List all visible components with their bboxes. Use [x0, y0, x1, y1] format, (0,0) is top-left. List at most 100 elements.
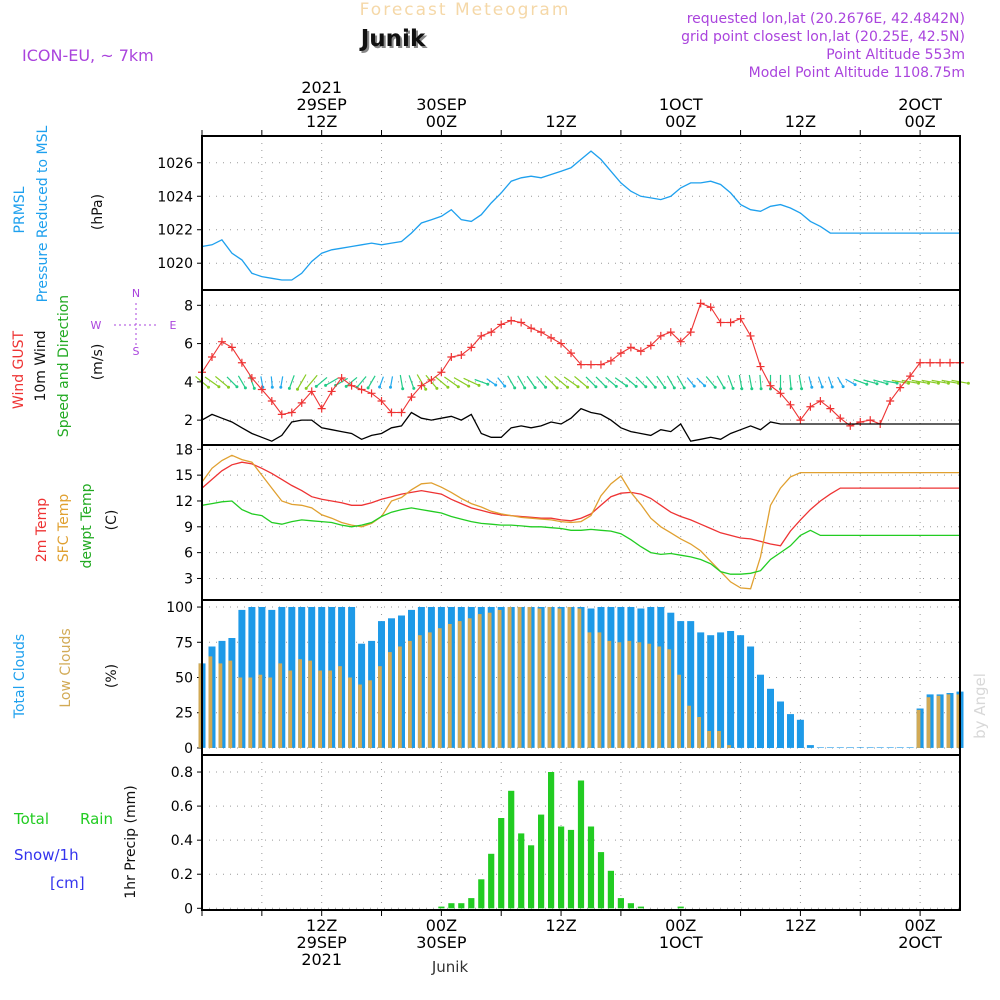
- gust-marker: [447, 352, 456, 361]
- wind-arrow: [453, 377, 470, 387]
- wind-arrow-head: [314, 384, 318, 388]
- wind-arrow-head: [820, 385, 824, 389]
- gust-marker: [457, 351, 466, 360]
- wind-arrow: [486, 378, 497, 386]
- wind-10m-line: [201, 407, 960, 442]
- wind-arrow: [563, 376, 579, 388]
- wind-arrow-head: [779, 387, 782, 391]
- gust-marker: [247, 374, 256, 383]
- wind-arrow: [738, 374, 743, 389]
- wind-arrow-head: [503, 384, 507, 388]
- low-clouds-bar: [657, 646, 662, 748]
- wind-arrow-head: [917, 381, 920, 385]
- low-clouds-bar: [916, 709, 921, 748]
- gust-marker: [557, 339, 566, 348]
- y-tick-label: 50: [175, 671, 193, 687]
- wind-arrow-head: [378, 385, 382, 389]
- wind-arrow-head: [287, 386, 291, 390]
- wind-arrow-head: [424, 387, 428, 391]
- y-tick-label: 75: [175, 635, 193, 651]
- bottom-time-label: 2021: [301, 950, 342, 969]
- total-clouds-bar: [687, 621, 695, 748]
- top-time-label: 00Z: [904, 112, 935, 131]
- low-clouds-bar: [956, 694, 961, 748]
- gust-marker: [307, 387, 316, 396]
- precip-legend-snow: Snow/1h: [14, 846, 79, 864]
- gust-marker: [676, 337, 685, 346]
- gust-marker: [547, 333, 556, 342]
- total-clouds-bar: [826, 747, 834, 748]
- y-tick-label: 9: [184, 520, 193, 536]
- total-clouds-bar: [846, 747, 854, 748]
- y-tick-label: 1020: [157, 256, 193, 272]
- total-clouds-bar: [856, 747, 864, 748]
- total-clouds-bar: [866, 747, 874, 748]
- low-clouds-bar: [258, 674, 263, 748]
- gust-marker: [417, 381, 426, 390]
- gust-marker: [596, 360, 605, 369]
- low-clouds-bar: [268, 677, 273, 748]
- gust-marker: [766, 381, 775, 390]
- wind-arrow-head: [217, 385, 221, 389]
- low-clouds-bar: [328, 670, 332, 748]
- gust-marker: [866, 416, 875, 425]
- wind-arrow-head: [477, 383, 481, 387]
- wind-arrow-head: [740, 387, 744, 391]
- wind-arrow: [635, 376, 647, 388]
- low-clouds-bar: [517, 607, 522, 748]
- prmsl-label: PRMSL: [12, 186, 28, 233]
- pressure-panel: 1020 1022 1024 1026: [157, 135, 961, 291]
- rain-bar: [627, 903, 634, 909]
- wind-arrow-head: [555, 386, 559, 390]
- wind-arrow-head: [604, 385, 608, 389]
- wind-arrow-head: [810, 385, 814, 389]
- low-clouds-bar: [218, 663, 223, 748]
- precip-legend-total: Total: [13, 810, 49, 828]
- wind-arrow-head: [789, 387, 793, 391]
- gust-marker: [606, 356, 615, 365]
- top-time-label: 00Z: [665, 112, 696, 131]
- wind-arrow-head: [296, 387, 299, 391]
- wind-arrow-head: [243, 386, 247, 390]
- rain-bar: [508, 790, 515, 909]
- gust-marker: [487, 328, 496, 337]
- location-title-shadow: Junik: [361, 28, 428, 54]
- gust-marker: [337, 374, 346, 383]
- low-clouds-bar: [717, 731, 721, 748]
- wind-arrow-head: [927, 381, 930, 385]
- low-clouds-bar: [318, 670, 322, 748]
- wind-arrow: [625, 376, 637, 387]
- wind-arrow: [379, 376, 384, 388]
- low-clouds-label: Low Clouds: [58, 628, 74, 707]
- total-clouds-bar: [896, 747, 904, 748]
- gust-marker: [277, 410, 286, 419]
- wind-arrow-head: [841, 385, 845, 389]
- low-clouds-bar: [248, 677, 253, 748]
- low-clouds-bar: [667, 649, 672, 748]
- gust-marker: [696, 299, 705, 308]
- low-clouds-bar: [687, 705, 691, 748]
- bottom-time-label: 30SEP: [416, 933, 467, 952]
- wind-arrow: [554, 375, 568, 388]
- gust-marker: [916, 358, 925, 367]
- rain-bar: [448, 903, 455, 909]
- rain-bar: [607, 870, 614, 909]
- rain-bar: [617, 898, 624, 909]
- gust-marker: [217, 337, 226, 346]
- low-clouds-bar: [368, 680, 372, 748]
- gust-marker: [397, 408, 406, 417]
- y-tick-label: 12: [175, 494, 193, 510]
- gust-marker: [896, 383, 905, 392]
- low-clouds-bar: [577, 608, 582, 748]
- wind-arrow: [434, 375, 449, 388]
- low-clouds-bar: [537, 608, 542, 748]
- wind-arrow: [873, 379, 888, 385]
- wind-arrow: [474, 378, 489, 385]
- gust-marker: [786, 400, 795, 409]
- gust-marker: [567, 349, 576, 358]
- wind-arrow-head: [966, 381, 970, 385]
- gust-marker: [646, 341, 655, 350]
- low-clouds-bar: [208, 656, 213, 748]
- total-clouds-bar: [777, 701, 784, 748]
